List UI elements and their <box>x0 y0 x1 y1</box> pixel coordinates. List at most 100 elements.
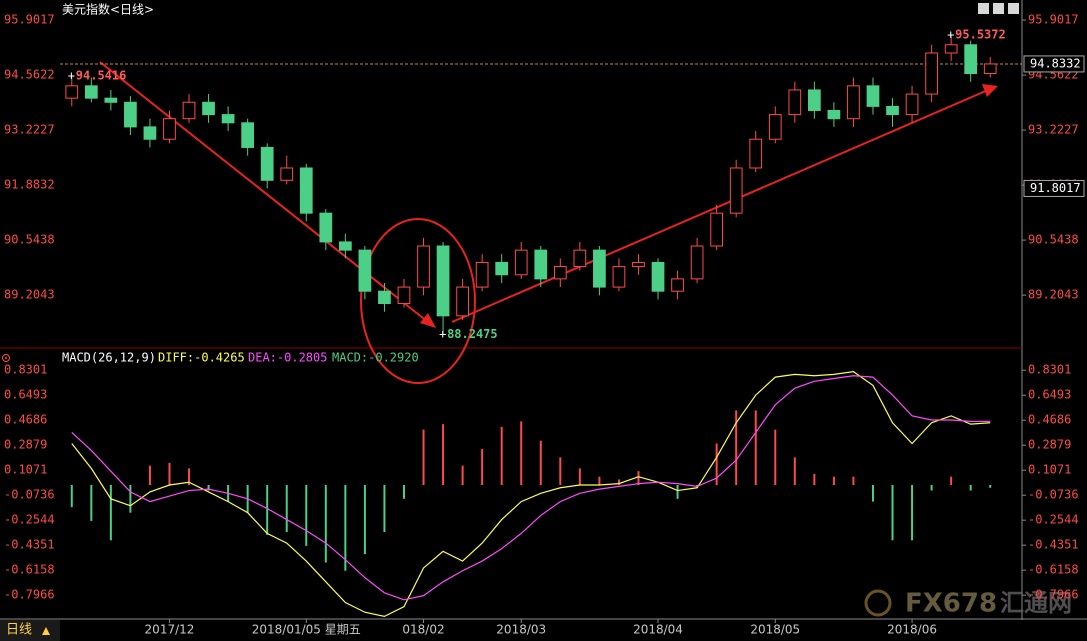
candle-body <box>553 266 567 280</box>
candle-body <box>905 93 919 116</box>
y-tick-label: 95.9017 <box>1028 13 1079 27</box>
y-tick-label: 0.2879 <box>4 438 47 452</box>
candle-body <box>632 261 645 268</box>
trend-arrow <box>99 61 429 323</box>
candle-body <box>495 261 509 276</box>
indicator-icon <box>2 354 10 362</box>
watermark-logo <box>864 589 892 617</box>
y-tick-label: -0.0736 <box>4 488 55 502</box>
price-box <box>1023 55 1085 73</box>
period-tab[interactable] <box>0 620 60 641</box>
price-marker: 91.8017 <box>1030 181 1081 195</box>
extreme-label: 95.5372 <box>955 28 1006 42</box>
candle-body <box>221 114 235 124</box>
y-tick-label: 0.1071 <box>1028 463 1071 477</box>
watermark-name: 汇通网 <box>1000 589 1072 617</box>
watermark-brand: FX678 <box>905 589 997 619</box>
extreme-marker: + <box>947 28 954 42</box>
candle-body <box>475 261 489 288</box>
y-tick-label: 91.8832 <box>4 178 55 192</box>
candle-body <box>768 114 782 140</box>
highlight-circle <box>360 218 476 384</box>
candle-body <box>84 85 98 99</box>
candle-body <box>241 122 255 148</box>
chart-title: 美元指数<日线> <box>62 2 154 17</box>
candle-body <box>788 89 802 116</box>
period-label[interactable]: 日线 <box>6 623 32 638</box>
y-tick-label: -0.6158 <box>1028 563 1079 577</box>
x-tick-label: 018/02 <box>402 623 444 637</box>
arrow-head <box>982 84 998 97</box>
candle-body <box>671 278 684 292</box>
price-marker-box <box>1023 179 1085 197</box>
y-tick-label: 0.6493 <box>4 388 47 402</box>
candle-body <box>456 286 469 317</box>
candle-body <box>202 101 215 116</box>
macd-line <box>71 370 991 618</box>
candle-body <box>651 261 665 292</box>
period-arrow <box>42 627 50 635</box>
candle-body <box>593 249 606 288</box>
candle-body <box>260 146 274 181</box>
candle-body <box>886 105 899 116</box>
window-buttons[interactable] <box>978 3 1019 14</box>
y-tick-label: 94.5622 <box>4 68 55 82</box>
arrow-head <box>420 313 436 328</box>
y-tick-label: -0.4351 <box>4 538 55 552</box>
candle-body <box>104 97 118 103</box>
y-tick-label: 93.2227 <box>4 123 55 137</box>
candle-body <box>397 286 411 305</box>
x-tick-label: 2018/05 <box>750 623 800 637</box>
candle-body <box>143 126 157 140</box>
macd-line <box>71 375 991 601</box>
y-tick-label: -0.0736 <box>1028 488 1079 502</box>
candle-body <box>925 52 938 95</box>
last-price: 94.8332 <box>1030 56 1081 70</box>
button[interactable] <box>1008 3 1019 14</box>
y-tick-label: -0.7966 <box>4 588 55 602</box>
x-tick-label: 2018/01/05 星期五 <box>252 623 361 637</box>
candle-body <box>124 101 137 128</box>
legend-entry: DIFF:-0.4265 <box>158 351 245 365</box>
y-tick-label: 0.4686 <box>4 413 47 427</box>
indicator-title: MACD(26,12,9) <box>62 351 156 365</box>
button[interactable] <box>993 3 1004 14</box>
candle-body <box>807 89 821 111</box>
candle-body <box>358 249 372 292</box>
indicator-icon <box>5 357 7 359</box>
candle-body <box>690 245 704 280</box>
x-tick-label: 2018/03 <box>496 623 546 637</box>
candle-body <box>573 249 587 268</box>
y-tick-label: 0.4686 <box>1028 413 1071 427</box>
y-tick-label: 90.5438 <box>1028 233 1079 247</box>
candle-body <box>436 245 450 317</box>
x-tick-label: 2018/06 <box>887 623 937 637</box>
trend-arrow <box>451 89 989 323</box>
candle-body <box>729 167 743 214</box>
y-tick-label: 93.2227 <box>1028 123 1079 137</box>
y-tick-label: 0.8301 <box>1028 363 1071 377</box>
extreme-label: 94.5416 <box>76 68 127 82</box>
button[interactable] <box>978 3 989 14</box>
candle-body <box>749 138 763 169</box>
candle-body <box>612 266 626 288</box>
y-tick-label: -0.6158 <box>4 563 55 577</box>
legend-entry: MACD:-0.2920 <box>332 351 419 365</box>
candle-body <box>710 212 724 247</box>
y-tick-label: 89.2043 <box>1028 288 1079 302</box>
candle-body <box>182 101 196 120</box>
y-tick-label: 89.2043 <box>4 288 55 302</box>
candle-body <box>514 249 528 276</box>
y-tick-label: -0.7966 <box>1028 588 1079 602</box>
candle-body <box>338 241 352 251</box>
candle-body <box>827 109 841 120</box>
x-tick-label: 2017/12 <box>145 623 195 637</box>
legend-entry: DEA:-0.2805 <box>248 351 327 365</box>
annotation-shapes <box>99 61 998 384</box>
candle-body <box>280 167 294 181</box>
candle-body <box>163 118 176 140</box>
candle-body <box>944 44 958 54</box>
y-tick-label: 0.2879 <box>1028 438 1071 452</box>
